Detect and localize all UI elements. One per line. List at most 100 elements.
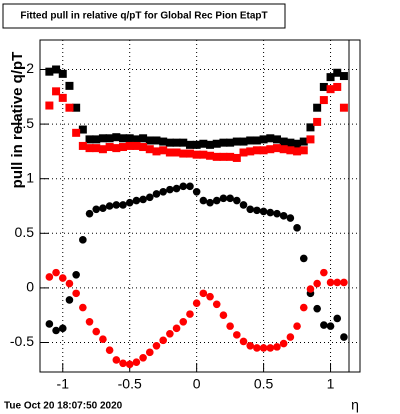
marker: [246, 341, 255, 350]
marker: [92, 135, 101, 144]
marker: [145, 145, 154, 154]
marker: [139, 354, 147, 362]
marker: [92, 144, 101, 153]
marker: [105, 143, 114, 152]
marker: [58, 324, 67, 333]
marker: [125, 141, 134, 150]
marker: [58, 69, 67, 78]
marker: [166, 185, 174, 194]
marker: [172, 184, 181, 193]
marker: [179, 138, 188, 147]
marker: [253, 344, 261, 352]
marker: [65, 296, 74, 304]
marker: [45, 320, 54, 328]
marker: [186, 310, 194, 318]
marker: [92, 205, 101, 214]
marker: [85, 135, 94, 144]
marker: [232, 153, 241, 162]
y-tick-label: 0.5: [15, 224, 35, 240]
marker: [52, 65, 61, 74]
marker: [45, 67, 54, 76]
marker: [333, 314, 342, 323]
marker: [320, 268, 328, 277]
marker: [145, 193, 154, 202]
marker: [78, 125, 87, 134]
marker: [192, 188, 201, 196]
marker: [185, 149, 194, 158]
marker: [239, 337, 248, 346]
marker: [239, 201, 248, 209]
marker: [299, 303, 308, 312]
x-axis-label: η: [351, 397, 359, 413]
marker: [132, 141, 141, 150]
marker: [125, 360, 134, 369]
x-tick-label: 0: [193, 376, 201, 392]
marker: [273, 343, 281, 351]
marker: [186, 182, 194, 191]
marker: [319, 96, 328, 105]
marker: [85, 209, 94, 218]
marker: [72, 128, 81, 137]
marker: [299, 137, 308, 146]
marker: [340, 333, 348, 341]
marker: [139, 143, 148, 152]
y-tick-label: 2: [26, 60, 34, 76]
marker: [252, 136, 261, 145]
marker: [112, 144, 121, 153]
marker: [58, 274, 67, 282]
marker: [319, 82, 328, 91]
y-axis-label: pull in relative q/pT: [9, 52, 26, 189]
marker: [199, 289, 208, 298]
marker: [299, 146, 308, 155]
marker: [340, 278, 348, 287]
marker: [112, 201, 121, 209]
marker: [279, 145, 288, 154]
marker: [58, 93, 67, 102]
marker: [212, 139, 221, 148]
marker: [159, 146, 168, 155]
marker: [326, 73, 335, 82]
marker: [112, 356, 121, 364]
marker: [219, 194, 228, 203]
marker: [266, 344, 275, 352]
marker: [239, 148, 248, 157]
marker: [286, 138, 295, 147]
marker: [65, 279, 74, 288]
marker: [185, 140, 194, 149]
marker: [306, 123, 315, 132]
marker: [165, 148, 174, 157]
marker: [199, 139, 208, 148]
marker: [286, 333, 295, 341]
marker: [72, 103, 81, 112]
marker: [132, 358, 141, 366]
marker: [313, 103, 322, 112]
x-tick-label: -1: [57, 376, 70, 392]
marker: [79, 236, 87, 244]
marker: [266, 145, 275, 154]
marker: [286, 214, 295, 222]
marker: [52, 87, 61, 96]
marker: [99, 204, 107, 212]
marker: [206, 292, 214, 301]
y-tick-label: 1: [26, 169, 34, 185]
marker: [112, 133, 121, 142]
x-tick-label: 0.5: [254, 376, 274, 392]
marker: [159, 336, 167, 345]
marker: [139, 195, 147, 204]
marker: [119, 359, 127, 368]
marker: [226, 152, 235, 161]
marker: [219, 138, 228, 147]
marker: [165, 138, 174, 147]
marker: [272, 135, 281, 144]
marker: [293, 139, 302, 148]
title-box: [2, 3, 286, 29]
marker: [212, 196, 221, 205]
marker: [125, 198, 134, 207]
marker: [152, 341, 161, 350]
marker: [293, 224, 301, 232]
marker: [152, 147, 161, 156]
marker: [172, 138, 181, 147]
marker: [246, 136, 255, 145]
x-tick-label: 1: [327, 376, 335, 392]
